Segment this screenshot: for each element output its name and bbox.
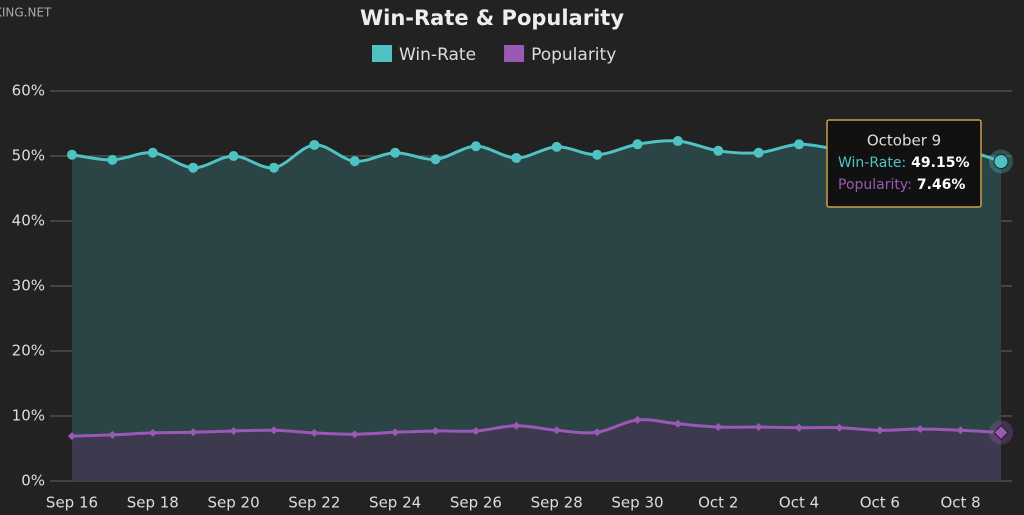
- x-tick-label: Oct 8: [940, 494, 980, 512]
- point: [309, 139, 320, 150]
- legend-label: Win-Rate: [399, 45, 476, 65]
- x-tick-label: Sep 24: [369, 494, 421, 512]
- point: [592, 149, 603, 160]
- point: [511, 152, 522, 163]
- point: [993, 154, 1009, 170]
- tooltip-value: 49.15%: [911, 155, 969, 171]
- point: [714, 423, 723, 432]
- area: [72, 419, 1001, 481]
- point: [391, 428, 400, 437]
- point: [147, 147, 158, 158]
- point: [67, 149, 77, 160]
- x-tick-label: Oct 6: [860, 494, 900, 512]
- x-tick-label: Oct 2: [698, 494, 738, 512]
- point: [754, 423, 763, 432]
- point: [875, 426, 884, 435]
- tooltip-value: 7.46%: [917, 177, 966, 193]
- tooltip-row: Win-Rate: 49.15%: [838, 155, 969, 171]
- area: [72, 140, 1001, 481]
- y-tick-label: 60%: [12, 82, 45, 100]
- point: [390, 147, 401, 158]
- x-tick-label: Sep 20: [207, 494, 259, 512]
- point: [753, 147, 764, 158]
- legend-label: Popularity: [531, 45, 616, 65]
- tooltip-label: Popularity:: [838, 177, 912, 193]
- chart-title: Win-Rate & Popularity: [360, 6, 624, 30]
- point: [835, 423, 844, 432]
- point: [713, 145, 724, 156]
- point: [107, 154, 118, 165]
- tooltip-title: October 9: [867, 132, 941, 150]
- x-tick-label: Sep 30: [611, 494, 663, 512]
- tooltip-box: [826, 119, 982, 208]
- point: [672, 136, 683, 147]
- tooltip-label: Win-Rate:: [838, 155, 906, 171]
- point: [108, 430, 117, 439]
- point: [229, 426, 238, 435]
- watermark: KING.NET: [0, 6, 52, 20]
- point: [795, 423, 804, 432]
- point: [471, 426, 480, 435]
- point: [431, 426, 440, 435]
- y-tick-label: 40%: [12, 212, 45, 230]
- point: [188, 162, 199, 173]
- point: [349, 156, 360, 167]
- y-tick-label: 0%: [21, 472, 45, 490]
- point: [632, 139, 643, 150]
- point: [189, 428, 198, 437]
- point: [148, 428, 157, 437]
- point: [268, 162, 279, 173]
- point: [310, 428, 319, 437]
- point: [350, 430, 359, 439]
- x-tick-label: Sep 26: [450, 494, 502, 512]
- point: [470, 141, 481, 152]
- point: [593, 428, 602, 437]
- point: [269, 426, 278, 435]
- point: [68, 432, 76, 441]
- point: [673, 419, 682, 428]
- x-tick-label: Sep 18: [127, 494, 179, 512]
- x-tick-label: Oct 4: [779, 494, 819, 512]
- y-tick-label: 10%: [12, 407, 45, 425]
- y-tick-label: 20%: [12, 342, 45, 360]
- point: [512, 421, 521, 430]
- point: [993, 424, 1009, 441]
- legend-swatch: [372, 45, 392, 62]
- point: [552, 426, 561, 435]
- y-tick-label: 30%: [12, 277, 45, 295]
- point: [228, 151, 239, 161]
- point: [794, 139, 805, 150]
- tooltip-row: Popularity: 7.46%: [838, 177, 965, 193]
- legend-swatch: [504, 45, 525, 62]
- y-tick-label: 50%: [12, 147, 45, 165]
- point: [956, 426, 965, 435]
- x-tick-label: Sep 16: [46, 494, 98, 512]
- point: [633, 415, 642, 424]
- point: [551, 141, 562, 152]
- x-tick-label: Sep 22: [288, 494, 340, 512]
- point: [430, 154, 441, 165]
- x-tick-label: Sep 28: [531, 494, 583, 512]
- point: [916, 425, 925, 433]
